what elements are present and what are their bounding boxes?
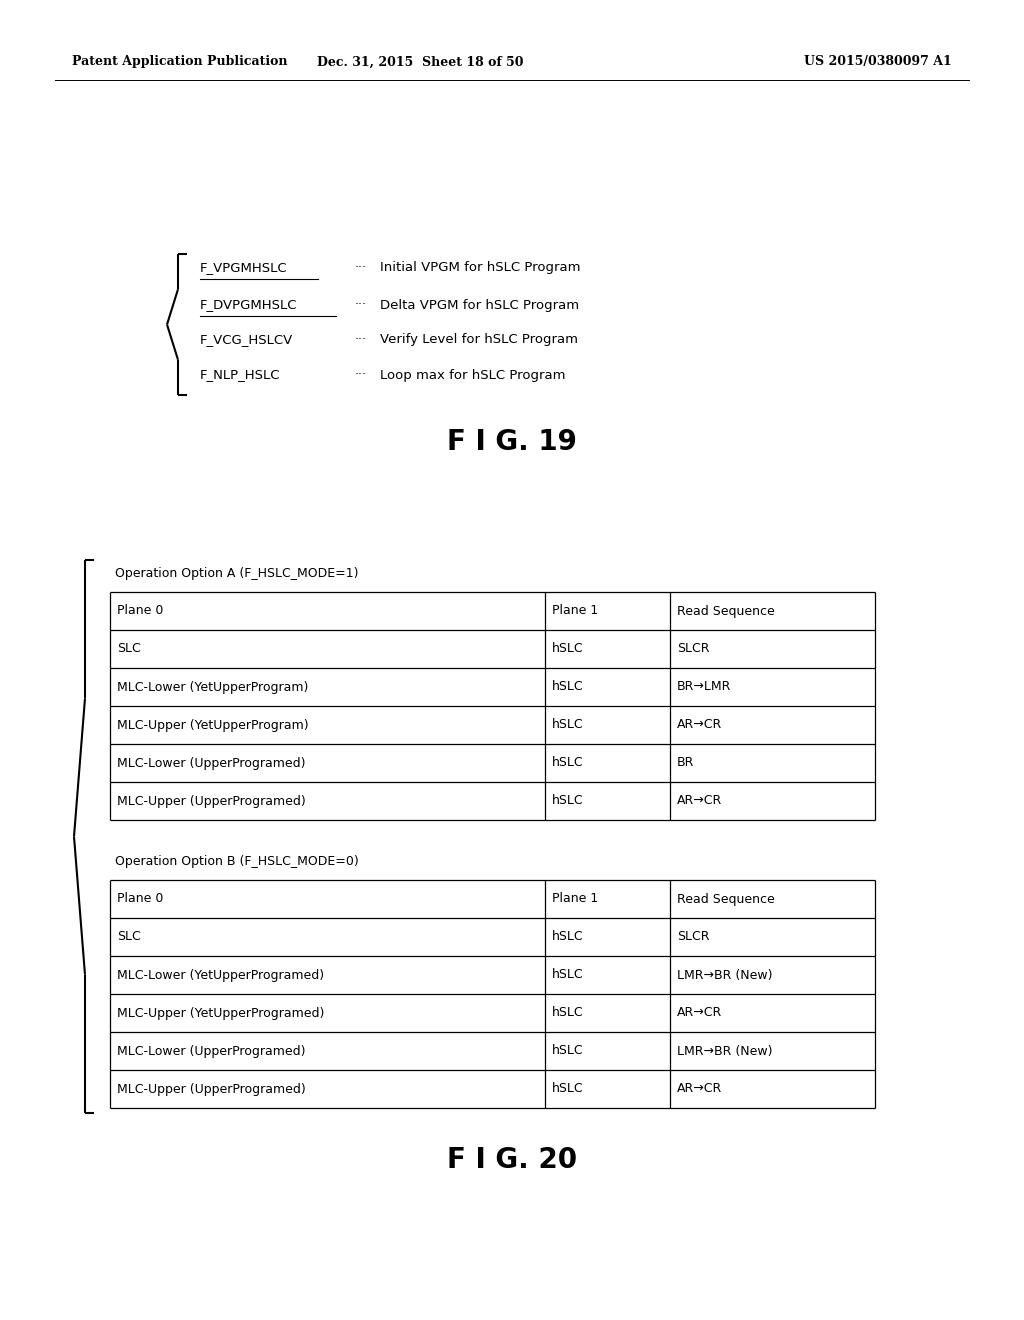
Text: F_DVPGMHSLC: F_DVPGMHSLC [200, 298, 298, 312]
Text: F_VCG_HSLCV: F_VCG_HSLCV [200, 334, 293, 346]
Text: hSLC: hSLC [552, 969, 584, 982]
Text: hSLC: hSLC [552, 795, 584, 808]
Text: AR→CR: AR→CR [677, 1006, 722, 1019]
Text: F I G. 19: F I G. 19 [447, 428, 577, 455]
Text: hSLC: hSLC [552, 718, 584, 731]
Text: AR→CR: AR→CR [677, 1082, 722, 1096]
Text: ···: ··· [355, 368, 367, 381]
Text: SLCR: SLCR [677, 643, 710, 656]
Text: SLC: SLC [117, 931, 140, 944]
Text: AR→CR: AR→CR [677, 795, 722, 808]
Text: MLC-Upper (UpperProgramed): MLC-Upper (UpperProgramed) [117, 795, 306, 808]
Text: MLC-Lower (YetUpperProgramed): MLC-Lower (YetUpperProgramed) [117, 969, 325, 982]
Text: BR→LMR: BR→LMR [677, 681, 731, 693]
Text: BR: BR [677, 756, 694, 770]
Text: Initial VPGM for hSLC Program: Initial VPGM for hSLC Program [380, 261, 581, 275]
Text: hSLC: hSLC [552, 1006, 584, 1019]
Text: Plane 1: Plane 1 [552, 892, 598, 906]
Text: hSLC: hSLC [552, 1044, 584, 1057]
Text: Plane 0: Plane 0 [117, 892, 164, 906]
Text: Read Sequence: Read Sequence [677, 605, 775, 618]
Text: Plane 1: Plane 1 [552, 605, 598, 618]
Text: LMR→BR (New): LMR→BR (New) [677, 1044, 772, 1057]
Text: MLC-Upper (YetUpperProgramed): MLC-Upper (YetUpperProgramed) [117, 1006, 325, 1019]
Text: F_VPGMHSLC: F_VPGMHSLC [200, 261, 288, 275]
Text: US 2015/0380097 A1: US 2015/0380097 A1 [804, 55, 952, 69]
Text: MLC-Upper (UpperProgramed): MLC-Upper (UpperProgramed) [117, 1082, 306, 1096]
Text: Patent Application Publication: Patent Application Publication [72, 55, 288, 69]
Text: ···: ··· [355, 261, 367, 275]
Text: hSLC: hSLC [552, 1082, 584, 1096]
Text: LMR→BR (New): LMR→BR (New) [677, 969, 772, 982]
Text: MLC-Lower (UpperProgramed): MLC-Lower (UpperProgramed) [117, 756, 305, 770]
Text: ···: ··· [355, 334, 367, 346]
Text: Dec. 31, 2015  Sheet 18 of 50: Dec. 31, 2015 Sheet 18 of 50 [316, 55, 523, 69]
Text: MLC-Lower (YetUpperProgram): MLC-Lower (YetUpperProgram) [117, 681, 308, 693]
Text: SLCR: SLCR [677, 931, 710, 944]
Text: hSLC: hSLC [552, 931, 584, 944]
Text: Read Sequence: Read Sequence [677, 892, 775, 906]
Text: Operation Option A (F_HSLC_MODE=1): Operation Option A (F_HSLC_MODE=1) [115, 568, 358, 581]
Text: ···: ··· [355, 298, 367, 312]
Text: AR→CR: AR→CR [677, 718, 722, 731]
Text: F_NLP_HSLC: F_NLP_HSLC [200, 368, 281, 381]
Text: MLC-Lower (UpperProgramed): MLC-Lower (UpperProgramed) [117, 1044, 305, 1057]
Text: MLC-Upper (YetUpperProgram): MLC-Upper (YetUpperProgram) [117, 718, 308, 731]
Text: Plane 0: Plane 0 [117, 605, 164, 618]
Text: Operation Option B (F_HSLC_MODE=0): Operation Option B (F_HSLC_MODE=0) [115, 855, 358, 869]
Text: hSLC: hSLC [552, 643, 584, 656]
Text: Loop max for hSLC Program: Loop max for hSLC Program [380, 368, 565, 381]
Text: hSLC: hSLC [552, 681, 584, 693]
Text: SLC: SLC [117, 643, 140, 656]
Text: F I G. 20: F I G. 20 [446, 1146, 578, 1173]
Text: hSLC: hSLC [552, 756, 584, 770]
Text: Delta VPGM for hSLC Program: Delta VPGM for hSLC Program [380, 298, 580, 312]
Text: Verify Level for hSLC Program: Verify Level for hSLC Program [380, 334, 578, 346]
